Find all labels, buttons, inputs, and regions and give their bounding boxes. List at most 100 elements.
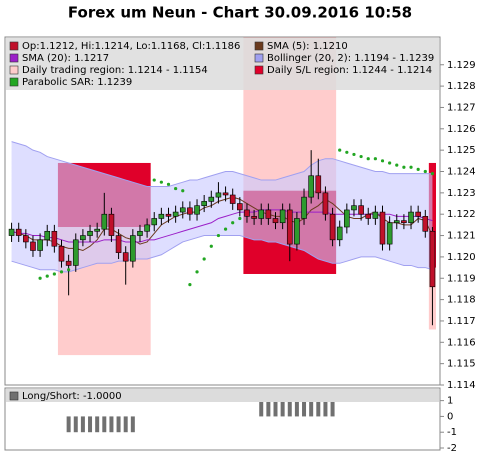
- bar: [95, 416, 100, 433]
- candle-body: [344, 209, 350, 228]
- sar-dot: [366, 157, 370, 161]
- candle-body: [65, 260, 72, 266]
- candle-body: [422, 216, 429, 232]
- bar: [294, 400, 299, 417]
- y-tick-label: 1.120: [447, 252, 476, 263]
- sar-dot: [352, 152, 356, 157]
- candle-body: [294, 218, 300, 245]
- candle-body: [237, 203, 243, 211]
- bar: [316, 400, 321, 417]
- legend-label: Bollinger (20, 2): 1.1194 - 1.1239: [267, 53, 434, 64]
- indicator-line: [11, 196, 433, 252]
- candle-body: [158, 213, 165, 219]
- legend-label: Daily trading region: 1.1214 - 1.1154: [22, 65, 208, 76]
- legend-label: SMA (5): 1.1210: [267, 41, 348, 52]
- y-tick-label: 1.125: [447, 145, 476, 156]
- bar: [130, 416, 135, 433]
- bar: [287, 400, 292, 417]
- band-lower: [11, 235, 433, 273]
- sar-dot: [38, 276, 42, 280]
- sar-dot: [395, 163, 399, 167]
- y-tick-label: -2: [447, 443, 457, 454]
- legend-label: Op:1.1212, Hi:1.1214, Lo:1.1168, Cl:1.11…: [22, 41, 240, 52]
- candle-body: [408, 211, 414, 224]
- legend-swatch: [9, 65, 19, 75]
- legend-box: [6, 389, 439, 402]
- bar: [266, 400, 271, 417]
- legend-swatch: [254, 53, 264, 63]
- candle-body: [179, 207, 186, 213]
- sar-dot: [188, 283, 192, 287]
- sar-dot: [402, 165, 406, 169]
- candle-body: [386, 222, 393, 245]
- bar: [66, 416, 71, 433]
- bar: [102, 416, 107, 433]
- sar-dot: [174, 186, 178, 191]
- candle-body: [44, 230, 51, 241]
- bar: [302, 400, 307, 417]
- sar-dot: [359, 154, 363, 159]
- legend-box: [6, 38, 439, 90]
- y-tick-label: 1: [447, 396, 453, 407]
- y-tick-label: 1.127: [447, 102, 476, 113]
- candle-body: [286, 209, 293, 245]
- sar-dot: [223, 227, 228, 231]
- candle-body: [37, 239, 43, 251]
- y-tick-label: 1.115: [447, 359, 476, 370]
- sar-dot: [159, 180, 163, 184]
- y-tick-label: 0: [447, 411, 453, 422]
- candle-body: [51, 230, 58, 247]
- candle-body: [115, 235, 122, 253]
- sar-dot: [181, 189, 185, 193]
- candle-body: [130, 235, 136, 262]
- candle-body: [258, 209, 265, 219]
- sar-dot: [67, 268, 71, 272]
- candle-body: [358, 205, 364, 215]
- legend-swatch: [9, 77, 19, 87]
- candle-body: [87, 230, 93, 236]
- candle-body: [72, 239, 79, 266]
- bar: [309, 400, 314, 417]
- candle-body: [415, 211, 421, 217]
- bar: [123, 416, 128, 433]
- sar-dot: [423, 169, 427, 174]
- candle-body: [215, 192, 222, 198]
- y-tick-label: 1.117: [447, 316, 476, 327]
- legend-label: SMA (20): 1.1217: [22, 53, 109, 64]
- bar: [280, 400, 285, 417]
- y-tick-label: 1.119: [447, 273, 476, 284]
- y-tick-label: 1.121: [447, 231, 476, 242]
- sar-dot: [373, 157, 377, 161]
- sar-dot: [202, 257, 206, 261]
- candle-body: [172, 211, 179, 217]
- candle-body: [336, 226, 343, 241]
- chart-title: Forex um Neun - Chart 30.09.2016 10:58: [68, 4, 412, 22]
- bar: [73, 416, 78, 433]
- sar-dot: [416, 167, 420, 171]
- y-tick-label: 1.122: [447, 209, 476, 220]
- sar-dot: [345, 150, 349, 154]
- sar-dot: [195, 270, 199, 274]
- y-tick-label: 1.116: [447, 337, 476, 348]
- bar: [109, 416, 114, 433]
- candle-body: [401, 220, 407, 224]
- candle-body: [329, 213, 336, 241]
- y-tick-label: 1.128: [447, 81, 476, 92]
- sar-dot: [52, 272, 56, 276]
- candle-body: [322, 192, 329, 215]
- sar-dot: [152, 178, 156, 182]
- candle-body: [379, 211, 386, 245]
- candle-body: [165, 213, 172, 217]
- candle-body: [187, 207, 193, 215]
- y-tick-label: 1.124: [447, 167, 476, 178]
- candle-body: [122, 252, 129, 262]
- candle-body: [365, 213, 372, 219]
- sar-dot: [388, 161, 392, 165]
- candle-body: [194, 205, 200, 215]
- bar: [273, 400, 278, 417]
- sar-dot: [209, 244, 213, 248]
- candle-body: [108, 213, 115, 236]
- legend-swatch: [9, 53, 19, 63]
- sar-dot: [238, 216, 242, 221]
- bar: [116, 416, 121, 433]
